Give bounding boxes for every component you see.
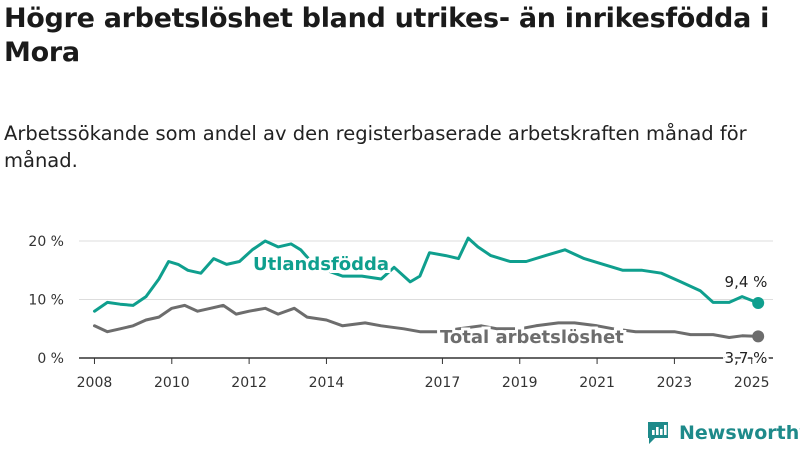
- y-tick-label: 0 %: [37, 351, 64, 367]
- newsworthy-logo-icon: [648, 422, 668, 444]
- series-labels: Utlandsfödda Total arbetslöshet 9,4 % 3,7 %: [250, 251, 770, 370]
- series-label-utlandsfodda: Utlandsfödda: [253, 254, 389, 275]
- series-lines: [93, 236, 765, 343]
- end-point-total: [752, 330, 765, 343]
- end-value-label-total: 3,7 %: [725, 349, 768, 367]
- newsworthy-logo: Newsworthy: [645, 420, 800, 446]
- x-tick-label: 2023: [657, 375, 693, 391]
- x-tick-label: 2017: [425, 375, 461, 391]
- end-point-utlandsfodda: [752, 297, 765, 310]
- grid-lines: [79, 240, 773, 359]
- x-tick-label: 2025: [734, 375, 770, 391]
- chart-title: Högre arbetslöshet bland utrikes- än inr…: [4, 3, 770, 68]
- series-line-utlandsfodda: [93, 236, 760, 313]
- x-axis-ticks: 2008 2010 2012 2014 2017 2019 2021 2023 2025: [77, 358, 770, 391]
- x-tick-label: 2010: [154, 375, 190, 391]
- chart-subtitle: Arbetssökande som andel av den registerb…: [4, 122, 747, 172]
- x-tick-label: 2014: [309, 375, 345, 391]
- y-tick-label: 10 %: [28, 293, 64, 309]
- series-label-total: Total arbetslöshet: [440, 327, 624, 348]
- x-tick-label: 2012: [231, 375, 267, 391]
- end-value-label-utlandsfodda: 9,4 %: [725, 273, 768, 291]
- x-tick-label: 2021: [579, 375, 615, 391]
- x-tick-label: 2019: [502, 375, 538, 391]
- x-tick-label: 2008: [77, 375, 113, 391]
- y-tick-label: 20 %: [28, 234, 64, 250]
- y-axis-ticks: 0 % 10 % 20 %: [28, 234, 64, 367]
- series-line-total: [93, 303, 760, 339]
- newsworthy-logo-text: Newsworthy: [679, 422, 800, 444]
